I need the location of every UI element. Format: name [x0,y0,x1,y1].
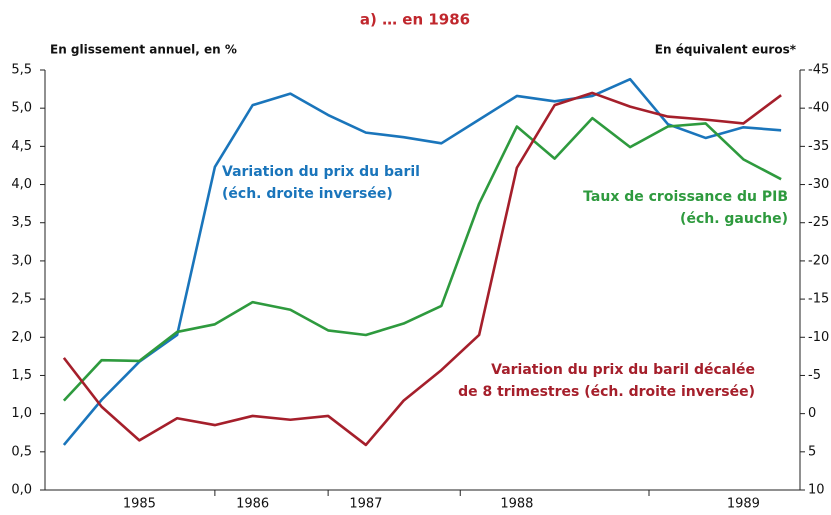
y-tick-label: 1,0 [11,406,32,421]
annotation: de 8 trimestres (éch. droite inversée) [458,384,755,400]
annotation: (éch. droite inversée) [222,186,393,202]
y2-axis-label: En équivalent euros* [655,43,797,57]
y-tick-label: 1,5 [11,368,32,383]
y-tick-label: 2,5 [11,292,32,307]
y2-tick-label: -10 [808,330,829,345]
x-tick-label: 1985 [123,497,156,512]
y2-tick-label: -40 [808,101,829,116]
series-line [62,116,782,402]
x-tick-label: 1989 [727,497,760,512]
x-tick-label: 1987 [349,497,382,512]
series-line [62,91,782,447]
y2-tick-label: -15 [808,292,829,307]
series-line [62,77,782,446]
y-tick-label: 0,0 [11,483,32,498]
y2-tick-label: -35 [808,139,829,154]
y2-tick-label: -20 [808,253,829,268]
y2-tick-label: 0 [808,406,816,421]
y-tick-label: 2,0 [11,330,32,345]
x-tick-label: 1988 [500,497,533,512]
annotation: (éch. gauche) [680,211,788,227]
y2-tick-label: -30 [808,177,829,192]
annotation: Taux de croissance du PIB [583,189,788,205]
y-tick-label: 3,5 [11,215,32,230]
y-tick-label: 5,5 [11,63,32,78]
y-tick-label: 3,0 [11,253,32,268]
y-tick-label: 4,0 [11,177,32,192]
y-tick-label: 4,5 [11,139,32,154]
y-tick-label: 5,0 [11,101,32,116]
y-axis-label: En glissement annuel, en % [50,43,237,57]
y2-tick-label: 10 [808,483,825,498]
y2-tick-label: 5 [808,444,816,459]
annotation: Variation du prix du baril décalée [491,362,755,378]
annotation: Variation du prix du baril [222,164,420,180]
y2-tick-label: -5 [808,368,821,383]
y2-tick-label: -45 [808,63,829,78]
x-tick-label: 1986 [236,497,269,512]
chart-title: a) … en 1986 [360,11,470,29]
y-tick-label: 0,5 [11,444,32,459]
y2-tick-label: -25 [808,215,829,230]
